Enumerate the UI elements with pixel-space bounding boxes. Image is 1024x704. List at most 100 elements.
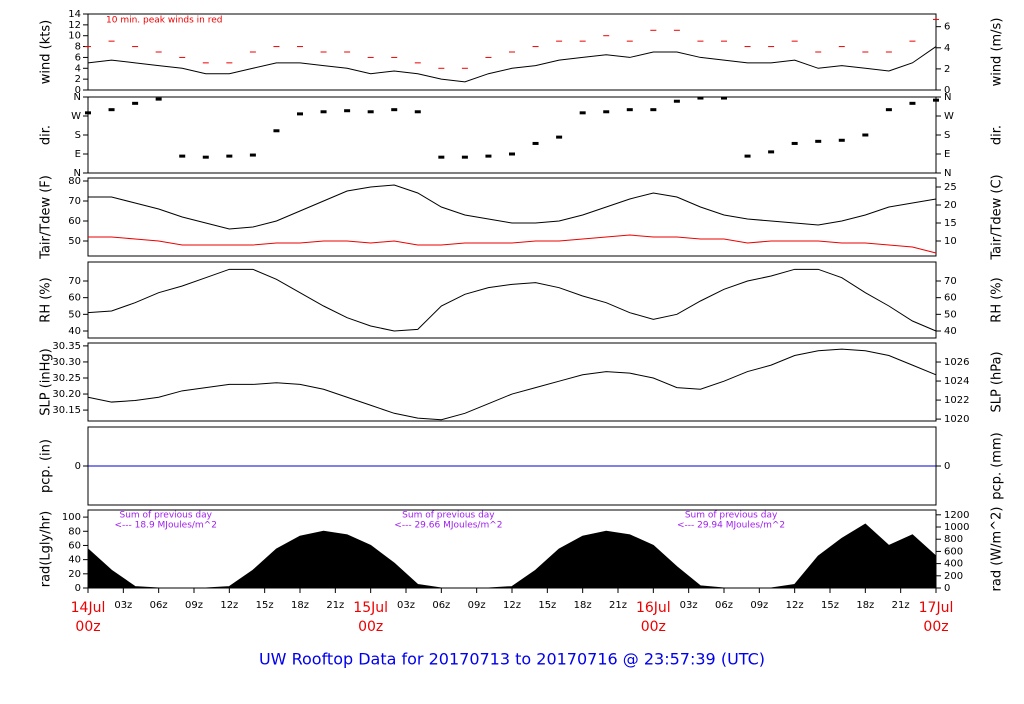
y-tick-label: 6 xyxy=(75,52,81,63)
dir-point xyxy=(885,108,892,112)
y2-tick-label: 70 xyxy=(944,276,957,287)
y2-tick-label: 1200 xyxy=(944,510,969,521)
y2-tick-label: 15 xyxy=(944,218,957,229)
y2-tick-label: 2 xyxy=(944,64,950,75)
y-tick-label: 60 xyxy=(68,293,81,304)
y-tick-label: N xyxy=(74,168,81,179)
dir-point xyxy=(391,108,398,112)
y-tick-label: 0 xyxy=(75,583,81,594)
y-tick-label: 50 xyxy=(68,236,81,247)
y2-axis-label: SLP (hPa) xyxy=(990,351,1005,412)
y-tick-label: 30.15 xyxy=(52,405,81,416)
dir-point xyxy=(791,141,798,145)
x-tick-label: 21z xyxy=(609,600,627,611)
annotation: 10 min. peak winds in red xyxy=(106,16,223,26)
x-tick-label: 18z xyxy=(856,600,874,611)
series-line xyxy=(87,268,937,332)
dir-point xyxy=(249,153,256,157)
daily-sum-text: <--- 18.9 MJoules/m^2 xyxy=(114,521,216,531)
y-tick-label: 70 xyxy=(68,196,81,207)
y2-tick-label: W xyxy=(944,111,954,122)
y2-tick-label: 0 xyxy=(944,583,950,594)
y-tick-label: 4 xyxy=(75,63,81,74)
y-tick-label: 60 xyxy=(68,216,81,227)
dir-point xyxy=(556,135,563,139)
dir-point xyxy=(532,141,539,145)
y2-axis-label: Tair/Tdew (C) xyxy=(990,174,1005,260)
dir-point xyxy=(673,99,680,103)
y2-tick-label: 1000 xyxy=(944,522,969,533)
x-tick-label: 09z xyxy=(468,600,486,611)
dir-point xyxy=(650,108,657,112)
x-tick-label: 03z xyxy=(680,600,698,611)
x-tick-label: 18z xyxy=(574,600,592,611)
dir-point xyxy=(226,154,233,158)
y-axis-label: SLP (inHg) xyxy=(39,348,54,416)
x-tick-label: 21z xyxy=(326,600,344,611)
y2-tick-label: S xyxy=(944,130,950,141)
panel-frame xyxy=(87,177,937,257)
y2-tick-label: 60 xyxy=(944,293,957,304)
page-title: UW Rooftop Data for 20170713 to 20170716… xyxy=(259,650,765,669)
dir-point xyxy=(367,110,374,114)
y2-tick-label: N xyxy=(944,92,951,103)
y-tick-label: 0 xyxy=(75,461,81,472)
y-tick-label: W xyxy=(71,111,81,122)
y-tick-label: 60 xyxy=(68,540,81,551)
dir-point xyxy=(344,109,351,113)
y-tick-label: 40 xyxy=(68,555,81,566)
dir-point xyxy=(132,101,139,105)
y-tick-label: S xyxy=(75,130,81,141)
date-tick-label: 14Jul 00z xyxy=(71,600,106,635)
y-tick-label: 30.20 xyxy=(52,389,81,400)
y2-tick-label: 1026 xyxy=(944,357,969,368)
x-tick-label: 06z xyxy=(150,600,168,611)
date-tick-label: 15Jul 00z xyxy=(353,600,388,635)
y-axis-label: Tair/Tdew (F) xyxy=(39,175,54,260)
dir-point xyxy=(721,96,727,100)
x-tick-label: 09z xyxy=(750,600,768,611)
dir-point xyxy=(485,154,492,158)
dir-point xyxy=(579,111,586,115)
x-tick-label: 06z xyxy=(715,600,733,611)
y2-tick-label: 20 xyxy=(944,200,957,211)
dir-point xyxy=(768,150,775,154)
dir-point xyxy=(744,154,751,158)
date-tick-label: 17Jul 00z xyxy=(919,600,954,635)
y-axis-label: rad(Lgly/hr) xyxy=(39,511,54,587)
dir-point xyxy=(603,110,610,114)
y-tick-label: 14 xyxy=(68,9,81,20)
x-tick-label: 18z xyxy=(291,600,309,611)
dir-point xyxy=(626,108,633,112)
y2-tick-label: 800 xyxy=(944,534,963,545)
y-tick-label: 50 xyxy=(68,309,81,320)
y-tick-label: 0 xyxy=(75,85,81,96)
dir-point xyxy=(697,96,704,100)
y2-tick-label: 50 xyxy=(944,309,957,320)
panel-frame xyxy=(87,261,937,339)
y-tick-label: 2 xyxy=(75,74,81,85)
y-tick-label: 70 xyxy=(68,276,81,287)
y2-tick-label: 200 xyxy=(944,571,963,582)
y-tick-label: 80 xyxy=(68,176,81,187)
y2-tick-label: 600 xyxy=(944,546,963,557)
y-tick-label: 100 xyxy=(62,512,81,523)
series-line xyxy=(88,184,937,230)
y-axis-label: wind (kts) xyxy=(39,20,54,84)
series-area xyxy=(87,523,937,589)
y2-tick-label: 400 xyxy=(944,559,963,570)
dir-point xyxy=(179,154,186,158)
x-tick-label: 06z xyxy=(432,600,450,611)
x-tick-label: 15z xyxy=(256,600,274,611)
dir-point xyxy=(909,101,916,105)
y-tick-label: 20 xyxy=(68,569,81,580)
date-tick-label: 16Jul 00z xyxy=(636,600,671,635)
dir-point xyxy=(273,129,280,133)
y2-tick-label: 4 xyxy=(944,43,950,54)
y-tick-label: E xyxy=(75,149,81,160)
y-tick-label: N xyxy=(74,92,81,103)
daily-sum-heading: Sum of previous day xyxy=(119,511,212,521)
daily-sum-heading: Sum of previous day xyxy=(685,511,778,521)
y-axis-label: RH (%) xyxy=(39,277,54,322)
